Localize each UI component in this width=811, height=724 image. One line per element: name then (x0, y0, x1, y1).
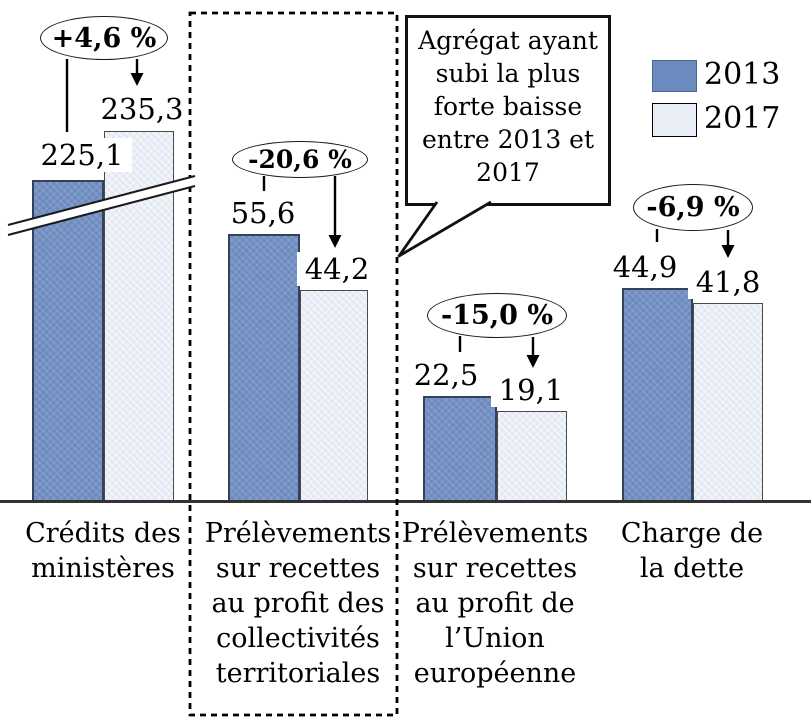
category-label-prelevements-union-europeenne: Prélèvements sur recettes au profit de l… (401, 518, 589, 689)
change-oval-group3: -15,0 % (427, 293, 567, 338)
change-oval-group2: -20,6 % (232, 141, 368, 178)
bar-2017-prelevements-union-europeenne (497, 411, 567, 503)
bar-2013-charge-dette (622, 288, 693, 503)
change-oval-group4: -6,9 % (633, 184, 753, 231)
bar-2013-prelevements-union-europeenne (423, 396, 497, 503)
bar-2017-charge-dette (693, 303, 763, 503)
change-oval-group1: +4,6 % (40, 16, 168, 60)
legend-label-2017: 2017 (704, 101, 781, 136)
category-label-credits-ministeres: Crédits des ministères (25, 518, 181, 584)
category-label-prelevements-collectivites: Prélèvements sur recettes au profit des … (204, 518, 392, 689)
bar-2013-prelevements-collectivites (228, 234, 300, 503)
legend-swatch-2017 (652, 103, 697, 137)
value-label-2017-group3: 19,1 (491, 373, 571, 407)
value-label-2013-group3: 22,5 (406, 358, 486, 392)
bar-2017-credits-ministeres (104, 131, 174, 503)
value-label-2017-group4: 41,8 (688, 265, 768, 299)
x-axis-line (0, 500, 811, 503)
callout-tail (397, 200, 492, 258)
value-label-2013-group4: 44,9 (605, 250, 685, 284)
value-label-2013-group2: 55,6 (223, 196, 303, 230)
legend-label-2013: 2013 (704, 57, 781, 92)
bar-2017-prelevements-collectivites (300, 290, 368, 503)
callout-bubble: Agrégat ayant subi la plus forte baisse … (405, 15, 611, 206)
bar-2013-credits-ministeres (32, 180, 104, 503)
value-label-2013-group1: 225,1 (32, 138, 132, 172)
category-label-charge-dette: Charge de la dette (620, 518, 764, 584)
value-label-2017-group1: 235,3 (92, 92, 192, 126)
value-label-2017-group2: 44,2 (297, 252, 377, 286)
legend-swatch-2013 (652, 60, 697, 92)
